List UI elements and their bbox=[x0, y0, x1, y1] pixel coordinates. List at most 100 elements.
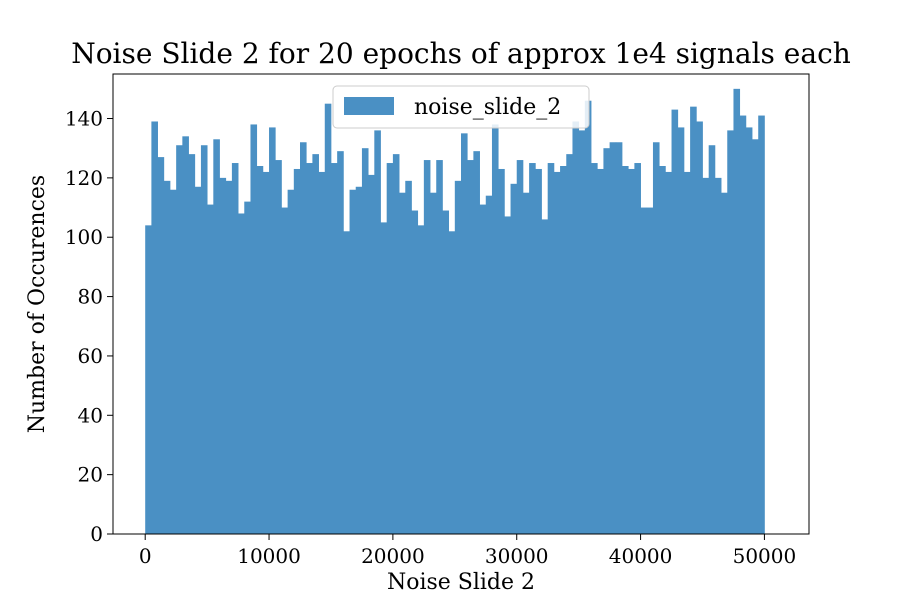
histogram-bar bbox=[529, 163, 536, 534]
histogram-bar bbox=[442, 210, 450, 534]
x-tick-label: 50000 bbox=[733, 544, 797, 568]
histogram-bar bbox=[386, 163, 394, 534]
histogram-bar bbox=[343, 231, 350, 535]
histogram-bar bbox=[182, 136, 189, 534]
histogram-bar bbox=[269, 127, 276, 535]
histogram-bar bbox=[491, 124, 499, 534]
histogram-bar bbox=[572, 121, 580, 534]
legend: noise_slide_2 bbox=[332, 85, 590, 129]
histogram-bar bbox=[714, 177, 722, 534]
histogram-bar bbox=[752, 139, 759, 535]
histogram-bar bbox=[516, 160, 524, 534]
histogram-bar bbox=[163, 180, 171, 534]
y-tick-label: 140 bbox=[65, 107, 103, 131]
histogram-bar bbox=[454, 180, 462, 534]
histogram-bar bbox=[448, 231, 456, 535]
y-axis-label: Number of Occurences bbox=[25, 175, 50, 433]
y-tick-label: 0 bbox=[90, 522, 103, 546]
histogram-bar bbox=[392, 154, 400, 534]
histogram-bar bbox=[349, 189, 357, 535]
histogram-bar bbox=[399, 192, 406, 534]
histogram-bar bbox=[151, 121, 158, 534]
y-tick-label: 60 bbox=[78, 344, 103, 368]
histogram-bar bbox=[213, 139, 220, 535]
bars-group bbox=[145, 88, 765, 535]
histogram-bar bbox=[547, 163, 555, 534]
histogram-bar bbox=[696, 121, 703, 534]
histogram-bar bbox=[306, 163, 313, 534]
histogram-bar bbox=[683, 171, 691, 534]
histogram-bar bbox=[677, 127, 685, 535]
histogram-bar bbox=[250, 124, 258, 534]
histogram-bar bbox=[300, 142, 307, 534]
histogram-bar bbox=[584, 100, 592, 535]
legend-entry-label: noise_slide_2 bbox=[414, 95, 561, 120]
y-tick-label: 120 bbox=[65, 166, 103, 190]
histogram-bar bbox=[287, 189, 295, 535]
histogram-bar bbox=[219, 177, 227, 534]
histogram-bar bbox=[473, 151, 480, 534]
legend-swatch bbox=[344, 97, 394, 115]
histogram-bar bbox=[597, 168, 604, 534]
histogram-bar bbox=[702, 177, 710, 534]
histogram-bar bbox=[200, 145, 208, 535]
histogram-bar bbox=[609, 142, 617, 534]
histogram-bar bbox=[479, 204, 487, 534]
histogram-bar bbox=[330, 163, 338, 534]
histogram-bar bbox=[566, 154, 573, 534]
histogram-bar bbox=[374, 130, 381, 534]
histogram-bar bbox=[504, 216, 511, 534]
y-tick-label: 100 bbox=[65, 225, 103, 249]
x-tick-label: 20000 bbox=[361, 544, 425, 568]
histogram-bar bbox=[238, 213, 245, 535]
histogram-bar bbox=[176, 145, 183, 535]
histogram-bar bbox=[510, 183, 518, 534]
x-axis-label: Noise Slide 2 bbox=[387, 570, 535, 595]
histogram-bar bbox=[461, 133, 468, 534]
histogram-bar bbox=[665, 171, 672, 534]
histogram-bar bbox=[745, 127, 753, 535]
histogram-bar bbox=[541, 219, 549, 535]
histogram-bar bbox=[423, 160, 431, 534]
histogram-bar bbox=[758, 115, 765, 535]
histogram-bar bbox=[157, 157, 165, 534]
histogram-bar bbox=[275, 160, 282, 534]
histogram-bar bbox=[535, 168, 542, 534]
histogram-bar bbox=[188, 154, 196, 534]
histogram-bar bbox=[405, 180, 412, 534]
x-tick-label: 10000 bbox=[237, 544, 301, 568]
histogram-bar bbox=[231, 163, 239, 534]
histogram-bar bbox=[739, 115, 747, 535]
histogram-bar bbox=[145, 225, 152, 534]
y-tick-label: 20 bbox=[78, 463, 103, 487]
x-axis-ticks: 0 10000 20000 30000 40000 50000 bbox=[139, 534, 796, 568]
histogram-bar bbox=[603, 148, 611, 534]
x-tick-label: 0 bbox=[139, 544, 152, 568]
histogram-bar bbox=[634, 163, 641, 534]
histogram-bar bbox=[430, 192, 437, 534]
histogram-bar bbox=[256, 166, 264, 534]
y-axis-ticks: 0 20 40 60 80 100 120 140 bbox=[65, 107, 113, 546]
histogram-bar bbox=[721, 192, 728, 534]
histogram-bar bbox=[324, 103, 332, 535]
histogram-bar bbox=[733, 88, 741, 534]
histogram-bar bbox=[417, 225, 425, 534]
histogram-bar bbox=[485, 195, 493, 534]
histogram-bar bbox=[355, 186, 363, 534]
histogram-bar bbox=[411, 210, 419, 534]
histogram-bar bbox=[640, 207, 648, 535]
histogram-bar bbox=[361, 148, 369, 534]
histogram-bar bbox=[727, 130, 734, 534]
legend-box bbox=[332, 85, 590, 129]
histogram-bar bbox=[207, 204, 214, 534]
histogram-bar bbox=[671, 109, 679, 535]
histogram-bar bbox=[615, 142, 623, 534]
y-tick-label: 80 bbox=[78, 285, 103, 309]
histogram-bar bbox=[281, 207, 289, 535]
histogram-bar bbox=[169, 189, 177, 535]
x-tick-label: 40000 bbox=[609, 544, 673, 568]
histogram-bar bbox=[652, 142, 660, 534]
histogram-bar bbox=[380, 222, 388, 534]
histogram-bar bbox=[628, 168, 635, 534]
